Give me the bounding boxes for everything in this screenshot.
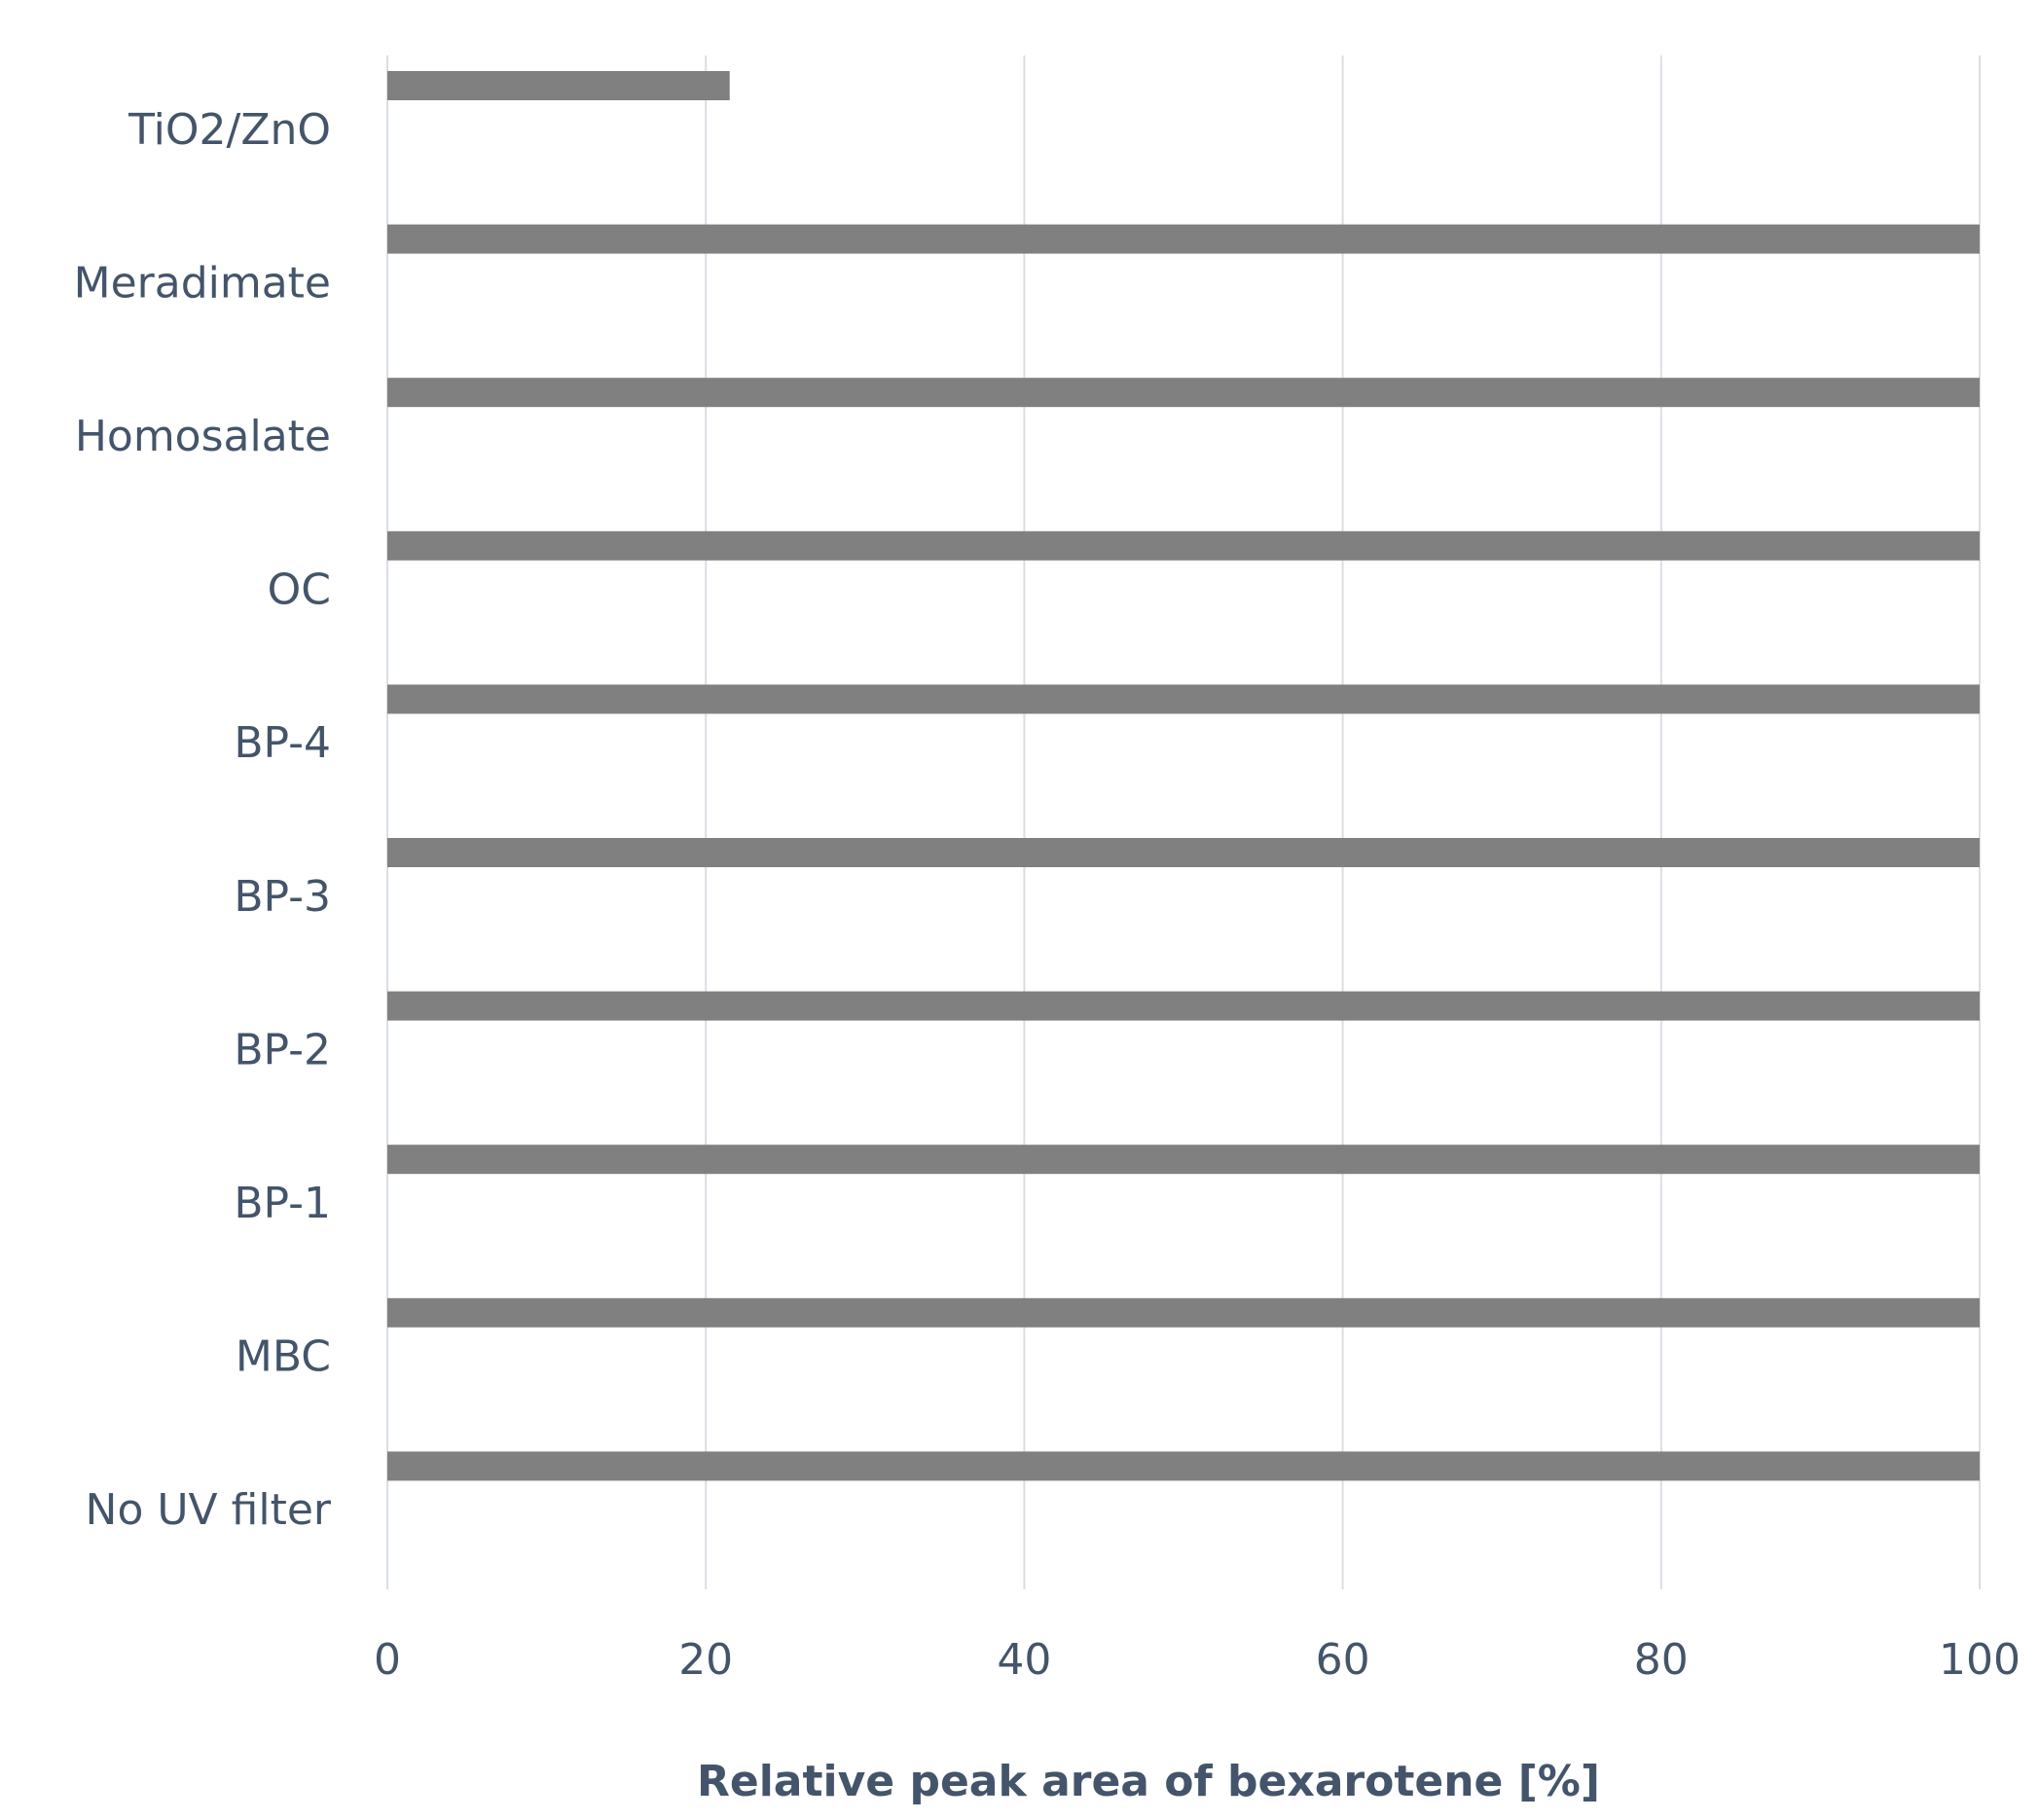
bar xyxy=(387,1297,1980,1328)
bar xyxy=(387,1451,1980,1481)
x-tick-label: 40 xyxy=(997,1635,1051,1685)
y-tick-label: No UV filter xyxy=(86,1485,332,1535)
x-axis-title: Relative peak area of bexarotene [%] xyxy=(697,1757,1600,1806)
x-tick-label: 100 xyxy=(1939,1635,2021,1685)
x-tick-label: 60 xyxy=(1316,1635,1370,1685)
bar xyxy=(387,530,1980,561)
y-tick-label: BP-4 xyxy=(234,718,331,768)
bar xyxy=(387,71,730,100)
bar xyxy=(387,991,1980,1021)
y-tick-label: BP-1 xyxy=(234,1179,331,1228)
y-tick-label: Homosalate xyxy=(75,412,331,461)
y-tick-label: BP-2 xyxy=(234,1025,331,1074)
x-tick-label: 80 xyxy=(1634,1635,1689,1685)
bar xyxy=(387,224,1980,254)
y-tick-label: MBC xyxy=(236,1332,331,1382)
y-tick-label: Meradimate xyxy=(74,258,331,308)
x-tick-label: 0 xyxy=(374,1635,401,1685)
y-tick-label: OC xyxy=(268,565,331,615)
x-tick-label: 20 xyxy=(678,1635,733,1685)
bar xyxy=(387,838,1980,867)
y-tick-label: TiO2/ZnO xyxy=(127,105,331,155)
bar xyxy=(387,1145,1980,1175)
bar xyxy=(387,378,1980,408)
bar xyxy=(387,684,1980,714)
y-tick-label: BP-3 xyxy=(234,872,331,922)
